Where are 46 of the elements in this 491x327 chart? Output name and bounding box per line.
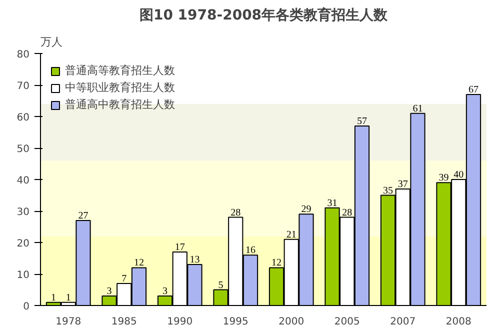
y-tick-label: 30 — [16, 207, 30, 218]
y-tick-label: 80 — [16, 50, 30, 60]
x-tick-label: 1985 — [111, 316, 137, 327]
y-tick-label: 70 — [16, 81, 30, 92]
data-label: 61 — [412, 103, 423, 114]
data-label: 3 — [162, 286, 168, 298]
x-tick-label: 2007 — [390, 316, 416, 327]
y-tick-label: 60 — [16, 112, 30, 124]
y-tick-label: 50 — [16, 144, 30, 155]
x-tick-label: 2000 — [278, 316, 304, 327]
data-label: 28 — [230, 207, 241, 218]
data-label: 67 — [468, 84, 478, 96]
x-tick-label: 1995 — [222, 316, 248, 327]
x-tick-label: 1978 — [56, 316, 82, 327]
x-tick-label: 2005 — [334, 316, 360, 327]
data-label: 7 — [122, 273, 127, 284]
chart-title: 图10 1978-2008年各类教育招生人数 — [139, 6, 389, 24]
legend-label: 普通高等教育招生人数 — [65, 63, 175, 78]
data-label: 12 — [134, 258, 144, 269]
data-label: 17 — [174, 242, 185, 253]
data-label: 29 — [301, 204, 312, 216]
data-label: 16 — [245, 245, 256, 256]
data-label: 13 — [190, 254, 200, 266]
data-label: 12 — [272, 258, 282, 269]
data-label: 40 — [454, 170, 464, 180]
data-label: 31 — [327, 198, 338, 209]
data-label: 1 — [51, 292, 56, 304]
legend-label: 中等职业教育招生人数 — [65, 80, 175, 95]
data-label: 27 — [78, 210, 88, 222]
legend-label: 普通高中教育招生人数 — [65, 97, 175, 112]
data-label: 37 — [398, 178, 408, 190]
y-tick-label: 40 — [16, 176, 30, 186]
data-label: 1 — [66, 292, 71, 304]
x-tick-label: 1990 — [167, 316, 193, 327]
data-label: 57 — [356, 116, 367, 127]
data-label: 5 — [218, 280, 224, 291]
x-tick-label: 2008 — [446, 316, 472, 327]
data-label: 39 — [438, 172, 449, 184]
data-label: 3 — [106, 286, 112, 298]
y-tick-label: 0 — [23, 302, 30, 312]
y-tick-label: 10 — [16, 270, 30, 281]
y-tick-label: 20 — [16, 238, 30, 250]
y-axis-title: 万人 — [40, 36, 62, 48]
data-label: 28 — [342, 207, 352, 218]
data-label: 21 — [286, 229, 296, 240]
data-label: 35 — [383, 185, 394, 196]
